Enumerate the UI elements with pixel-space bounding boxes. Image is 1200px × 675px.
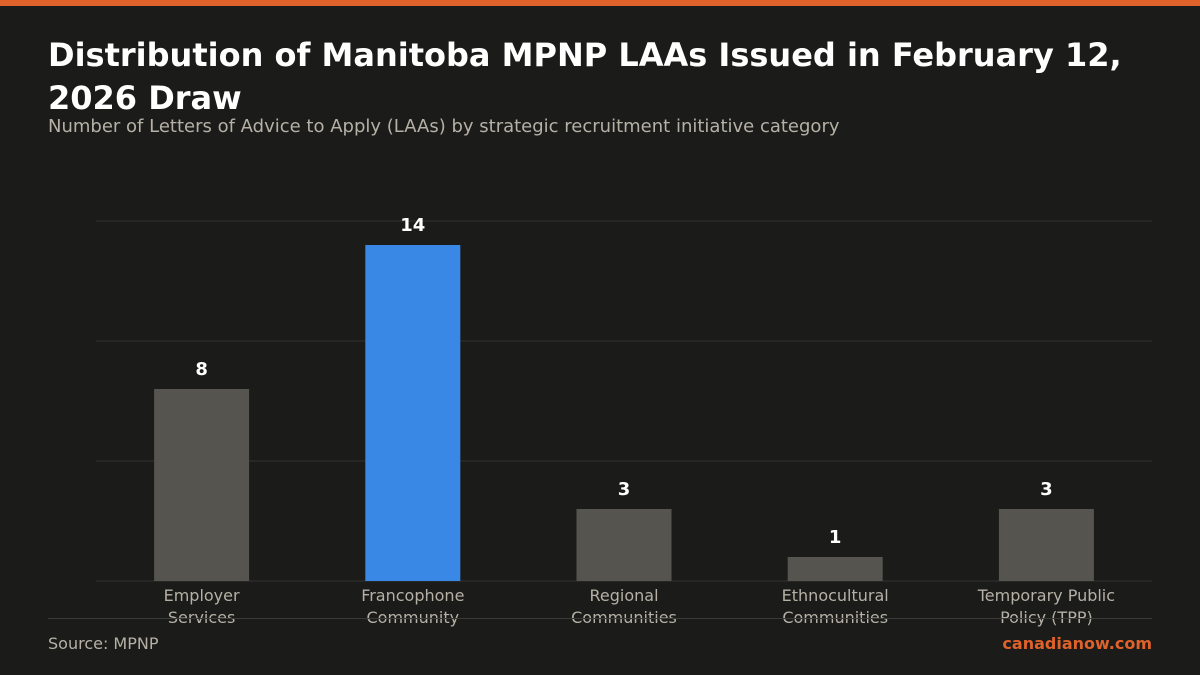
chart-title: Distribution of Manitoba MPNP LAAs Issue… xyxy=(48,36,1122,117)
source-note: Source: MPNP xyxy=(48,634,159,653)
chart-subtitle: Number of Letters of Advice to Apply (LA… xyxy=(48,116,840,137)
category-label: Ethnocultural xyxy=(782,586,889,605)
bar xyxy=(787,557,883,581)
bar xyxy=(998,509,1094,581)
category-label: Community xyxy=(366,608,459,627)
footer-divider xyxy=(48,618,1152,619)
top-accent-bar xyxy=(0,0,1200,6)
category-label: Regional xyxy=(589,586,658,605)
category-label: Francophone xyxy=(361,586,464,605)
category-label: Services xyxy=(168,608,235,627)
bar xyxy=(576,509,672,581)
category-label: Employer xyxy=(164,586,240,605)
category-label: Communities xyxy=(782,608,888,627)
value-label: 14 xyxy=(400,215,425,236)
value-label: 3 xyxy=(1040,479,1053,500)
value-label: 1 xyxy=(829,527,842,548)
bar xyxy=(365,245,461,581)
category-label: Temporary Public xyxy=(977,586,1115,605)
value-label: 3 xyxy=(618,479,631,500)
brand-link[interactable]: canadianow.com xyxy=(1002,634,1152,653)
bar xyxy=(154,389,250,581)
category-label: Policy (TPP) xyxy=(1000,608,1093,627)
value-label: 8 xyxy=(195,359,208,380)
category-label: Communities xyxy=(571,608,677,627)
